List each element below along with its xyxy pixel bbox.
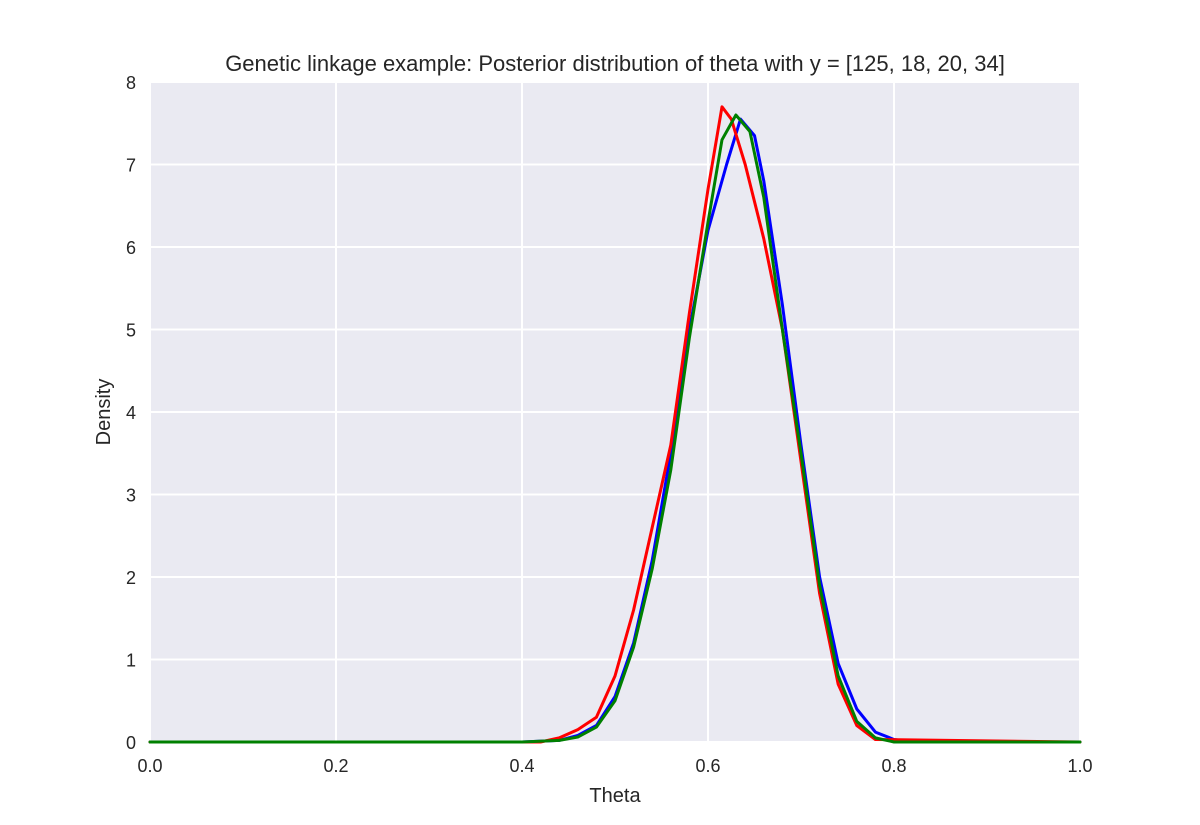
y-tick-label: 1 — [126, 651, 136, 671]
y-axis-label: Density — [93, 379, 115, 446]
chart-title: Genetic linkage example: Posterior distr… — [225, 51, 1005, 76]
y-tick-label: 8 — [126, 73, 136, 93]
grid — [149, 81, 1081, 743]
y-tick-label: 7 — [126, 156, 136, 176]
y-tick-label: 5 — [126, 321, 136, 341]
series-line-3 — [148, 113, 1082, 744]
y-ticks: 0 1 2 3 4 5 6 7 8 — [126, 73, 136, 753]
x-tick-label: 0.8 — [881, 756, 906, 776]
y-tick-label: 4 — [126, 403, 136, 423]
y-tick-label: 3 — [126, 486, 136, 506]
x-tick-label: 0.6 — [695, 756, 720, 776]
y-tick-label: 2 — [126, 568, 136, 588]
y-tick-label: 6 — [126, 238, 136, 258]
x-axis-label: Theta — [589, 785, 641, 807]
x-tick-label: 0.4 — [509, 756, 534, 776]
x-tick-label: 0.2 — [323, 756, 348, 776]
series-line-2 — [148, 105, 1082, 744]
x-ticks: 0.0 0.2 0.4 0.6 0.8 1.0 — [137, 756, 1092, 776]
series-group — [148, 105, 1082, 744]
x-tick-label: 0.0 — [137, 756, 162, 776]
x-tick-label: 1.0 — [1067, 756, 1092, 776]
y-tick-label: 0 — [126, 733, 136, 753]
